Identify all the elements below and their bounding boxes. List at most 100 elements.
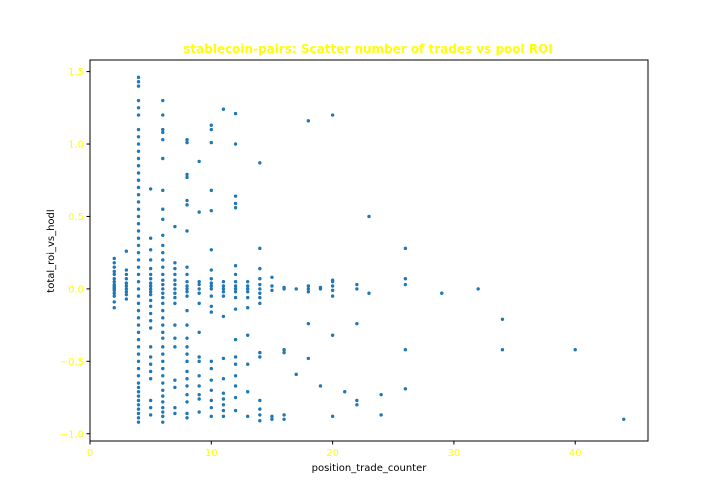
data-point bbox=[379, 392, 383, 397]
data-point bbox=[136, 366, 141, 371]
data-point bbox=[161, 217, 165, 222]
y-tick-label: 1.5 bbox=[68, 67, 84, 78]
data-point bbox=[124, 297, 129, 301]
data-point bbox=[221, 397, 226, 401]
data-point bbox=[148, 304, 153, 308]
data-point bbox=[161, 308, 165, 313]
data-point bbox=[343, 390, 347, 394]
data-point bbox=[197, 279, 201, 284]
data-point bbox=[185, 411, 189, 416]
data-point bbox=[221, 408, 226, 413]
data-point bbox=[161, 188, 165, 193]
data-point bbox=[161, 265, 165, 269]
data-point bbox=[185, 140, 189, 145]
data-point bbox=[233, 194, 238, 198]
data-point bbox=[161, 336, 165, 340]
data-point bbox=[258, 246, 262, 251]
x-tick-label: 30 bbox=[448, 448, 461, 459]
data-point bbox=[233, 142, 238, 146]
data-point bbox=[136, 403, 141, 407]
data-point bbox=[233, 408, 238, 413]
data-point bbox=[209, 287, 213, 291]
data-point bbox=[185, 359, 189, 364]
data-point bbox=[136, 345, 141, 349]
data-point bbox=[161, 258, 165, 262]
data-point bbox=[112, 277, 116, 281]
data-point bbox=[221, 290, 226, 294]
data-point bbox=[197, 410, 201, 414]
y-axis-label: total_roi_vs_hodl bbox=[46, 209, 57, 292]
data-point bbox=[173, 261, 177, 265]
data-point bbox=[221, 391, 226, 395]
data-point bbox=[294, 287, 298, 291]
x-tick-label: 40 bbox=[569, 448, 582, 459]
data-point bbox=[318, 285, 323, 290]
data-point bbox=[148, 369, 153, 374]
data-point bbox=[500, 317, 505, 322]
data-point bbox=[185, 287, 189, 291]
data-point bbox=[173, 291, 177, 295]
data-point bbox=[136, 236, 141, 240]
data-point bbox=[185, 265, 189, 269]
data-point bbox=[197, 359, 201, 364]
data-point bbox=[197, 397, 201, 401]
data-point bbox=[209, 310, 213, 314]
data-point bbox=[209, 388, 213, 392]
data-point bbox=[161, 250, 165, 255]
data-point bbox=[209, 304, 213, 308]
data-point bbox=[148, 292, 153, 297]
data-point bbox=[282, 417, 286, 421]
data-point bbox=[136, 156, 141, 161]
data-point bbox=[209, 268, 213, 272]
data-point bbox=[173, 287, 177, 291]
data-point bbox=[246, 390, 250, 394]
data-point bbox=[185, 203, 189, 207]
data-point bbox=[233, 374, 238, 378]
data-point bbox=[221, 403, 226, 407]
data-point bbox=[136, 214, 141, 219]
data-point bbox=[355, 282, 359, 287]
data-point bbox=[161, 420, 165, 424]
data-point bbox=[124, 277, 129, 281]
data-point bbox=[209, 188, 213, 193]
data-point bbox=[622, 417, 626, 421]
data-point bbox=[197, 355, 201, 359]
data-point bbox=[161, 156, 165, 161]
data-point bbox=[330, 278, 335, 282]
data-point bbox=[136, 185, 141, 190]
data-point bbox=[246, 362, 250, 366]
data-point bbox=[270, 414, 274, 419]
data-point bbox=[355, 403, 359, 407]
data-point bbox=[112, 300, 116, 304]
data-point bbox=[148, 266, 153, 271]
data-point bbox=[161, 137, 165, 142]
data-point bbox=[185, 377, 189, 381]
data-point bbox=[197, 210, 201, 214]
data-point bbox=[379, 413, 383, 417]
data-point bbox=[148, 362, 153, 366]
data-point bbox=[209, 359, 213, 364]
data-point bbox=[148, 311, 153, 316]
data-point bbox=[246, 284, 250, 288]
data-point bbox=[233, 206, 238, 210]
data-point bbox=[500, 348, 505, 352]
data-point bbox=[161, 394, 165, 398]
chart-title: stablecoin-pairs: Scatter number of trad… bbox=[183, 42, 553, 56]
data-point bbox=[185, 384, 189, 388]
data-point bbox=[112, 306, 116, 310]
data-point bbox=[403, 387, 408, 391]
data-point bbox=[136, 294, 141, 298]
data-point bbox=[124, 287, 129, 291]
data-point bbox=[112, 269, 116, 274]
data-point bbox=[306, 356, 311, 361]
data-point bbox=[209, 248, 213, 252]
data-point bbox=[367, 214, 371, 219]
data-point bbox=[112, 294, 116, 298]
data-point bbox=[233, 111, 238, 116]
data-point bbox=[124, 281, 129, 285]
data-point bbox=[258, 413, 262, 417]
data-point bbox=[161, 272, 165, 277]
data-point bbox=[136, 301, 141, 306]
data-point bbox=[221, 287, 226, 291]
